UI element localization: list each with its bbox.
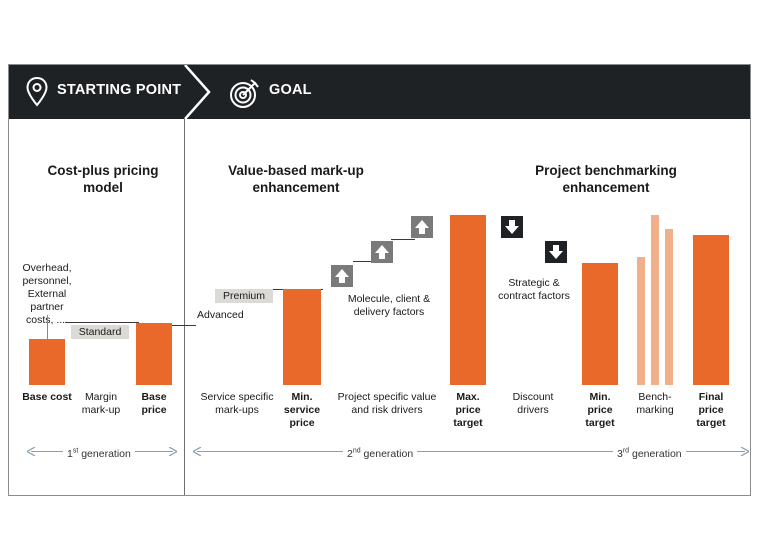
base-price-line xyxy=(172,325,196,326)
gen1-text: 1st generation xyxy=(67,447,131,460)
category-label-final-price-target: Final price target xyxy=(696,391,726,429)
arrow-up-icon xyxy=(335,269,349,283)
category-label-benchmarking: Bench-marking xyxy=(636,391,674,416)
category-label-service-mark-ups: Service specific mark-ups xyxy=(200,391,274,416)
premium-tag: Premium xyxy=(215,289,273,303)
category-label-max-price-target: Max. price target xyxy=(453,391,483,429)
step-down-arrow-1 xyxy=(501,216,523,238)
arrow-right-icon xyxy=(741,447,749,456)
base-price-bar xyxy=(136,323,172,385)
category-label-min-price-target: Min. price target xyxy=(585,391,615,429)
target-icon xyxy=(230,79,259,108)
min-price-target-bar xyxy=(582,263,618,385)
arrow-right-icon xyxy=(169,447,177,456)
category-label-base-cost: Base cost xyxy=(22,391,72,403)
gen2-text: 2nd generation xyxy=(347,447,414,460)
step-up-arrow-2 xyxy=(371,241,393,263)
gen23-arrow-line xyxy=(197,451,745,452)
benchmark-bar-2 xyxy=(651,215,659,385)
arrow-up-icon xyxy=(375,245,389,259)
advanced-label: Advanced xyxy=(197,309,244,321)
step-line-1 xyxy=(353,261,373,262)
chevron-right-icon xyxy=(184,65,211,119)
step-up-arrow-3 xyxy=(411,216,433,238)
category-label-discount-drivers: Discount drivers xyxy=(512,391,554,416)
cost-plus-title: Cost-plus pricing model xyxy=(47,163,159,195)
benchmark-bar-3 xyxy=(665,229,673,385)
strategic-annotation: Strategic & contract factors xyxy=(498,277,570,302)
arrow-up-icon xyxy=(415,220,429,234)
arrow-down-icon xyxy=(505,220,519,234)
benchmarking-title: Project benchmarking enhancement xyxy=(535,163,677,195)
max-price-target-bar xyxy=(450,215,486,385)
step-up-arrow-1 xyxy=(331,265,353,287)
benchmark-bar-1 xyxy=(637,257,645,385)
goal-label: GOAL xyxy=(269,82,312,98)
value-based-title: Value-based mark-up enhancement xyxy=(228,163,364,195)
base-cost-line xyxy=(65,322,139,323)
base-cost-connector xyxy=(47,315,48,339)
overhead-annotation: Overhead, personnel, External partner co… xyxy=(22,262,72,326)
standard-tag: Standard xyxy=(71,325,129,339)
gen1-label: 1st generation xyxy=(63,445,135,460)
gen3-text: 3rd generation xyxy=(617,447,682,460)
arrow-left-icon xyxy=(27,447,35,456)
gen2-label: 2nd generation xyxy=(343,445,418,460)
category-label-base-price: Base price xyxy=(141,391,167,416)
step-down-arrow-2 xyxy=(545,241,567,263)
arrow-down-icon xyxy=(549,245,563,259)
diagram-frame: STARTING POINT GOAL Cost-plus pricing mo… xyxy=(8,64,751,496)
base-cost-bar xyxy=(29,339,65,385)
min-service-price-bar xyxy=(283,289,321,385)
gen3-label: 3rd generation xyxy=(613,445,686,460)
header-band: STARTING POINT GOAL xyxy=(9,65,750,119)
category-label-margin-mark-up: Margin mark-up xyxy=(81,391,121,416)
molecule-annotation: Molecule, client & delivery factors xyxy=(347,293,431,318)
final-price-target-bar xyxy=(693,235,729,385)
category-label-min-service-price: Min. service price xyxy=(283,391,321,429)
starting-point-label: STARTING POINT xyxy=(57,82,182,98)
section-divider xyxy=(184,119,185,495)
step-line-2 xyxy=(391,239,415,240)
location-pin-icon xyxy=(26,76,48,107)
category-label-project-drivers: Project specific value and risk drivers xyxy=(337,391,437,416)
arrow-left-icon xyxy=(193,447,201,456)
